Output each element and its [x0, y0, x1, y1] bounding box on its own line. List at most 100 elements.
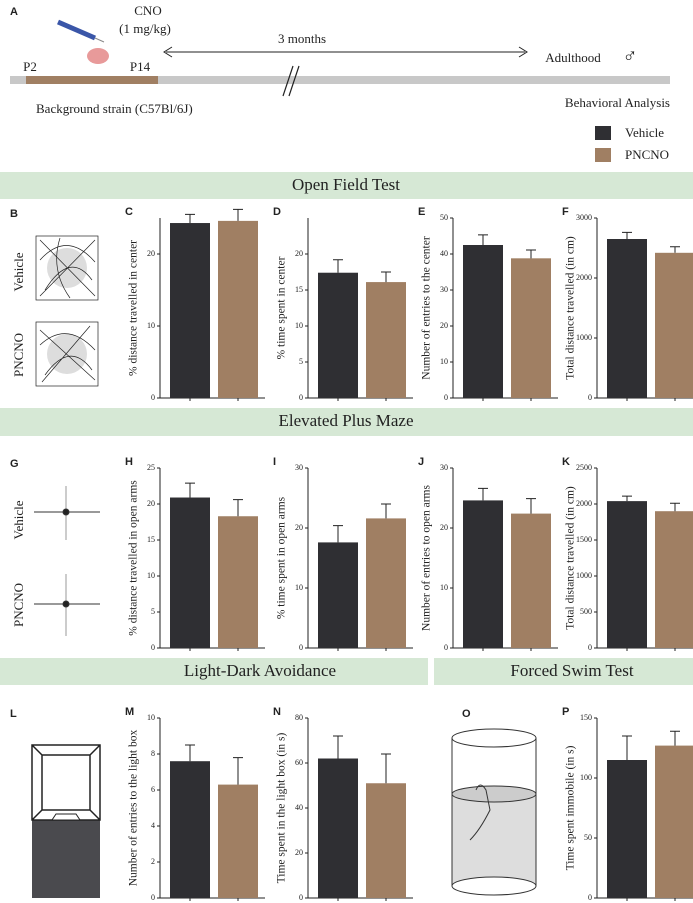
dose: (1 mg/kg)	[119, 21, 171, 36]
section-band	[0, 172, 693, 199]
y-tick-label: 20	[440, 321, 448, 330]
y-tick-label: 500	[580, 607, 592, 616]
y-tick-label: 60	[295, 758, 303, 767]
error-bar	[478, 234, 488, 245]
y-tick-label: 20	[295, 848, 303, 857]
y-tick-label: 25	[147, 463, 155, 472]
y-tick-label: 20	[440, 523, 448, 532]
panel-label: N	[273, 706, 281, 718]
y-axis-label: % time spent in open arms	[276, 496, 288, 619]
y-tick-label: 150	[580, 713, 592, 722]
y-tick-label: 15	[295, 285, 303, 294]
y-tick-label: 30	[440, 285, 448, 294]
panel-label: P	[562, 706, 569, 718]
legend-swatch	[595, 148, 611, 162]
y-tick-label: 100	[580, 773, 592, 782]
error-bar	[185, 213, 195, 224]
y-tick-label: 10	[147, 321, 155, 330]
error-bar	[381, 271, 391, 283]
error-bar	[381, 503, 391, 519]
sex: ♂	[623, 46, 638, 68]
strain: Background strain (C57Bl/6J)	[36, 101, 193, 116]
legend-label: Vehicle	[625, 125, 664, 140]
y-tick-label: 1000	[576, 333, 592, 342]
y-axis-label: Total distance travelled (in cm)	[565, 236, 577, 380]
bar	[607, 760, 647, 898]
error-bar	[333, 259, 343, 273]
section-band	[0, 408, 693, 436]
row-label: PNCNO	[11, 583, 26, 627]
bar	[366, 783, 406, 898]
bar	[607, 239, 647, 398]
y-tick-label: 0	[151, 643, 155, 652]
legend-label: PNCNO	[625, 147, 669, 162]
y-tick-label: 10	[295, 321, 303, 330]
start-label: P2	[23, 59, 37, 74]
panel-label: G	[10, 458, 19, 470]
y-tick-label: 40	[440, 249, 448, 258]
y-tick-label: 0	[299, 893, 303, 902]
error-bar	[622, 231, 632, 239]
arrow-heads	[163, 46, 528, 58]
panel-label: K	[562, 456, 570, 468]
panel-label: C	[125, 206, 133, 218]
bar	[366, 282, 406, 398]
error-bar	[185, 744, 195, 762]
y-tick-label: 10	[295, 583, 303, 592]
y-tick-label: 30	[440, 463, 448, 472]
panel-label: H	[125, 456, 133, 468]
bar	[170, 497, 210, 648]
y-tick-label: 20	[295, 249, 303, 258]
legend-swatch	[595, 126, 611, 140]
section-band	[434, 658, 693, 685]
y-tick-label: 10	[147, 713, 155, 722]
axis-break	[282, 65, 300, 97]
bar	[170, 761, 210, 898]
y-tick-label: 0	[151, 393, 155, 402]
y-axis-label: Time spent immobile (in s)	[565, 745, 577, 870]
light-dark-box	[31, 744, 101, 898]
duration: 3 months	[278, 31, 326, 46]
y-axis-label: Number of entries to the light box	[128, 730, 140, 887]
y-tick-label: 8	[151, 749, 155, 758]
drug: CNO	[134, 3, 161, 18]
timeline-bar	[10, 76, 670, 84]
syringe-icon	[57, 19, 109, 64]
error-bar	[381, 753, 391, 784]
bar	[218, 516, 258, 648]
section-title: Forced Swim Test	[510, 661, 633, 680]
y-tick-label: 20	[295, 523, 303, 532]
y-tick-label: 1000	[576, 571, 592, 580]
bar	[463, 500, 503, 648]
bar	[366, 518, 406, 648]
y-tick-label: 0	[444, 643, 448, 652]
bar	[655, 511, 693, 648]
y-tick-label: 2000	[576, 273, 592, 282]
bar	[218, 784, 258, 898]
y-axis-label: Number of entries to the center	[421, 236, 433, 380]
y-tick-label: 20	[147, 499, 155, 508]
bar	[511, 258, 551, 398]
y-tick-label: 4	[151, 821, 155, 830]
y-tick-label: 0	[444, 393, 448, 402]
bar	[607, 501, 647, 648]
y-tick-label: 20	[147, 249, 155, 258]
y-axis-label: % distance travelled in open arms	[128, 480, 140, 636]
y-tick-label: 2000	[576, 499, 592, 508]
y-axis-label: Time spent in the light box (in s)	[276, 732, 288, 883]
bar	[655, 745, 693, 898]
section-title: Elevated Plus Maze	[278, 411, 413, 430]
y-tick-label: 15	[147, 535, 155, 544]
analysis: Behavioral Analysis	[565, 95, 670, 110]
y-tick-label: 0	[299, 643, 303, 652]
error-bar	[526, 498, 536, 514]
track-image	[35, 235, 99, 387]
y-axis-label: % distance travelled in center	[128, 240, 140, 376]
y-tick-label: 3000	[576, 213, 592, 222]
y-tick-label: 0	[299, 393, 303, 402]
y-tick-label: 1500	[576, 535, 592, 544]
error-bar	[622, 735, 632, 760]
row-label: PNCNO	[11, 333, 26, 377]
